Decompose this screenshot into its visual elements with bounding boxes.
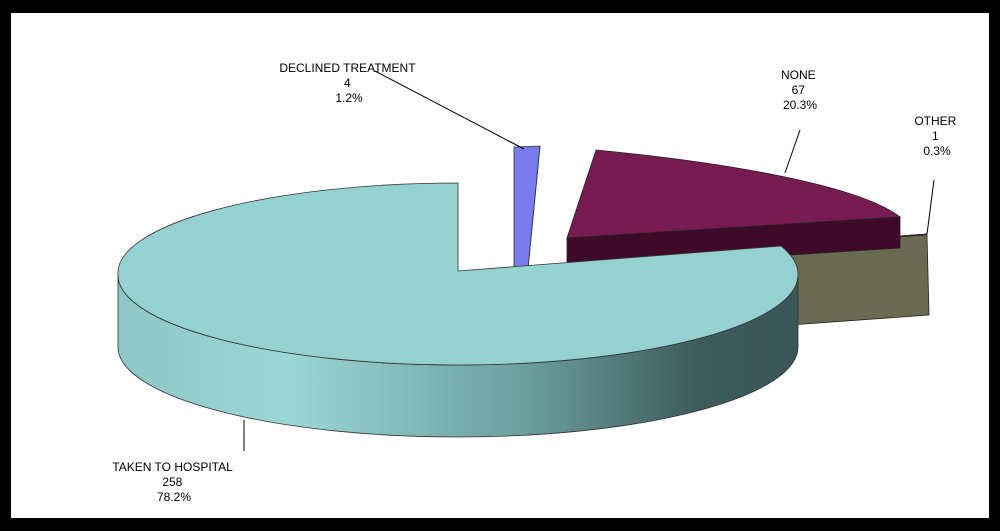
data-labels: DECLINED TREATMENT 4 1.2% NONE 67 20.3% … <box>112 61 959 504</box>
data-label-declined-name: DECLINED TREATMENT <box>279 61 416 75</box>
pie-slice-taken-to-hospital <box>117 182 799 438</box>
pie-chart: DECLINED TREATMENT 4 1.2% NONE 67 20.3% … <box>112 61 959 504</box>
data-label-none-value: 67 <box>792 83 806 97</box>
pie-slice-declined-side <box>513 145 541 270</box>
data-label-none-percent: 20.3% <box>783 98 817 112</box>
leader-lines <box>243 70 935 451</box>
data-label-declined-treatment: DECLINED TREATMENT 4 1.2% <box>279 61 418 105</box>
pie-slice-hospital-top <box>117 182 799 366</box>
data-label-other: OTHER 1 0.3% <box>914 114 959 158</box>
data-label-declined-percent: 1.2% <box>335 91 363 105</box>
data-label-other-percent: 0.3% <box>923 144 951 158</box>
data-label-none: NONE 67 20.3% <box>781 68 819 112</box>
pie-slice-none-top <box>566 149 902 239</box>
data-label-declined-value: 4 <box>344 76 351 90</box>
data-label-taken-to-hospital: TAKEN TO HOSPITAL 258 78.2% <box>112 460 235 504</box>
leader-line-declined-treatment <box>374 70 525 150</box>
data-label-other-name: OTHER <box>914 114 956 128</box>
leader-line-none <box>784 129 801 174</box>
data-label-other-value: 1 <box>932 129 939 143</box>
pie-slice-declined-treatment <box>513 145 541 270</box>
data-label-hospital-percent: 78.2% <box>157 490 191 504</box>
data-label-hospital-value: 258 <box>162 475 182 489</box>
data-label-hospital-name: TAKEN TO HOSPITAL <box>112 460 233 474</box>
leader-line-other <box>926 179 935 235</box>
data-label-none-name: NONE <box>781 68 816 82</box>
chart-area: DECLINED TREATMENT 4 1.2% NONE 67 20.3% … <box>11 13 989 518</box>
